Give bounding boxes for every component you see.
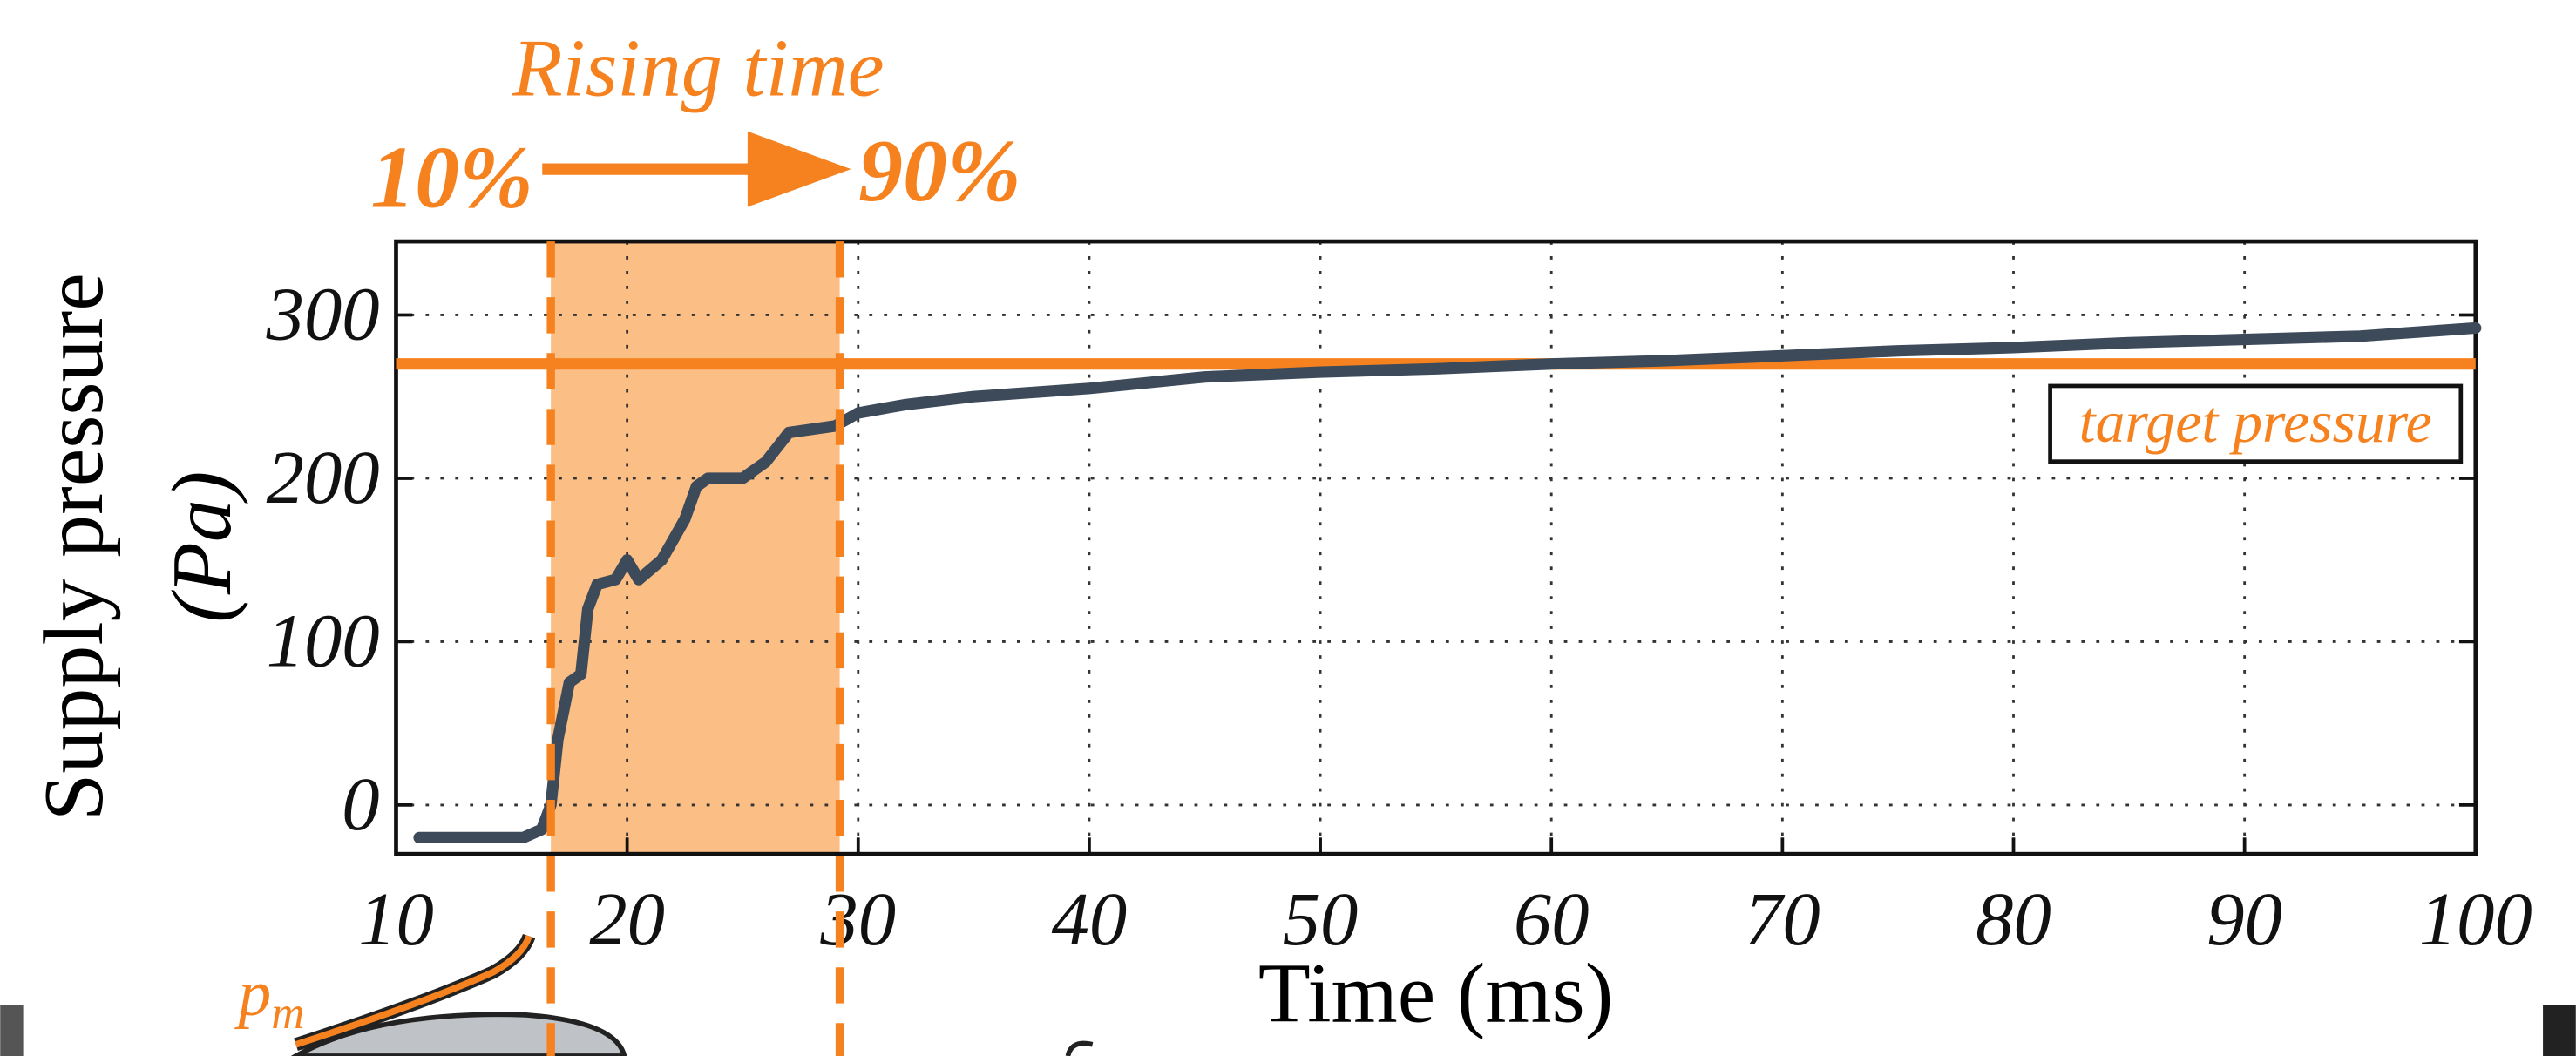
y-tick-label: 0 — [342, 762, 379, 846]
y-tick-label: 100 — [267, 599, 380, 683]
pm-subscript: m — [271, 988, 304, 1039]
pm-label: pm — [234, 958, 305, 1039]
y-tick-label: 300 — [266, 273, 380, 356]
y-axis-label: Supply pressure — [27, 273, 121, 821]
x-tick-label: 10 — [358, 877, 434, 961]
start-label: 10% — [370, 128, 533, 227]
decor-block — [2543, 1005, 2576, 1056]
rising-time-title: Rising time — [512, 23, 885, 113]
rising-span — [551, 241, 840, 855]
target-legend-box — [2048, 383, 2464, 464]
x-tick-label: 100 — [2419, 877, 2532, 961]
decor-block — [0, 1005, 24, 1056]
y-tick-label: 200 — [267, 436, 380, 519]
pm-text: p — [234, 958, 272, 1030]
end-label: 90% — [858, 122, 1021, 220]
x-axis-label: Time (ms) — [1258, 946, 1614, 1040]
decor-tube-inner — [295, 935, 532, 1048]
x-tick-label: 60 — [1514, 877, 1590, 961]
background-layer — [395, 241, 2478, 855]
target-legend-label: target pressure — [2079, 389, 2432, 455]
decor-curve — [1065, 1040, 1094, 1056]
y-axis-label-unit: (Pa) — [155, 471, 249, 623]
x-tick-label: 70 — [1745, 877, 1820, 961]
x-tick-label: 20 — [589, 877, 665, 961]
x-tick-label: 80 — [1976, 877, 2051, 961]
plot-frame — [394, 239, 2478, 856]
decor-shape — [290, 1012, 627, 1056]
x-tick-label: 40 — [1052, 877, 1128, 961]
series-line — [413, 322, 2482, 844]
x-tick-label: 30 — [819, 877, 896, 961]
x-tick-label: 90 — [2207, 877, 2282, 961]
arrow-head — [747, 131, 851, 207]
x-tick-label: 50 — [1283, 877, 1359, 961]
